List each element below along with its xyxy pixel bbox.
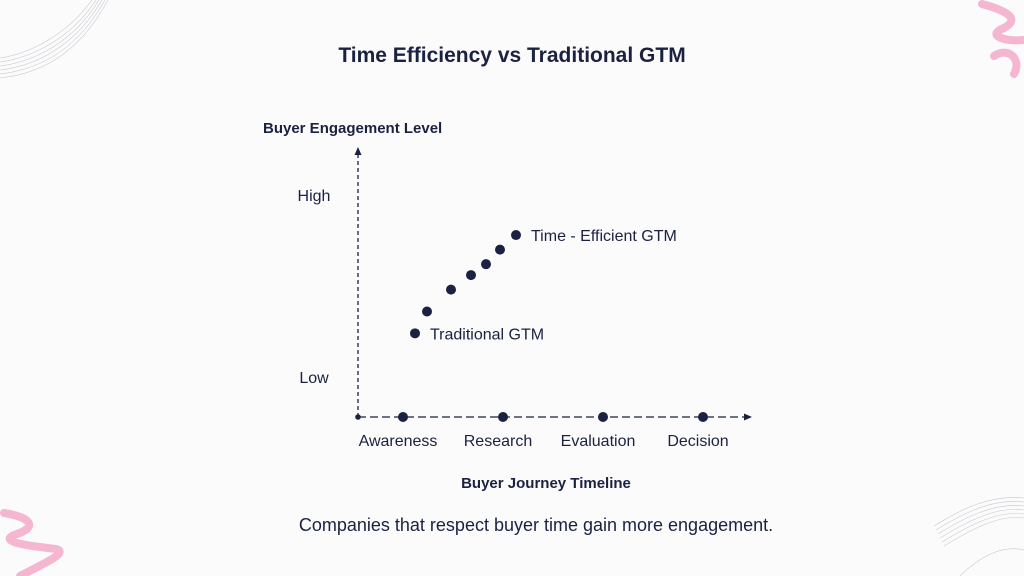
data-point — [495, 244, 505, 255]
data-point — [511, 230, 521, 241]
stage-marker — [598, 412, 608, 422]
x-tick-label: Decision — [667, 433, 728, 450]
data-point — [410, 328, 420, 339]
y-tick-label: High — [298, 188, 331, 205]
point-annotations: Traditional GTM Time - Efficient GTM — [430, 228, 677, 343]
x-axis-title: Buyer Journey Timeline — [461, 475, 631, 492]
data-point — [446, 284, 456, 295]
x-tick-label: Evaluation — [561, 433, 636, 450]
squiggle-decoration-top-right — [978, 0, 1024, 78]
x-tick-label: Awareness — [359, 433, 438, 450]
data-point — [481, 259, 491, 270]
ribbon-decoration-bottom-right — [933, 497, 1024, 576]
y-axis-level-labels: Low High — [298, 188, 331, 387]
annotation-label: Time - Efficient GTM — [531, 228, 677, 245]
y-axis-title: Buyer Engagement Level — [263, 120, 443, 137]
x-tick-label: Research — [464, 433, 532, 450]
data-point — [422, 306, 432, 317]
stage-marker — [498, 412, 508, 422]
axis-origin-dot — [355, 414, 361, 420]
page-title: Time Efficiency vs Traditional GTM — [338, 44, 686, 67]
annotation-label: Traditional GTM — [430, 326, 544, 343]
squiggle-decoration-bottom-left — [0, 509, 64, 576]
data-point — [466, 270, 476, 281]
y-tick-label: Low — [299, 370, 329, 387]
y-axis-arrowhead — [354, 147, 362, 155]
x-axis-arrowhead — [744, 413, 752, 421]
x-axis-stage-markers: Awareness Research Evaluation Decision — [359, 412, 729, 450]
stage-marker — [698, 412, 708, 422]
data-points — [410, 230, 521, 339]
stage-marker — [398, 412, 408, 422]
caption: Companies that respect buyer time gain m… — [298, 515, 774, 535]
ribbon-decoration-top-left — [0, 0, 109, 79]
